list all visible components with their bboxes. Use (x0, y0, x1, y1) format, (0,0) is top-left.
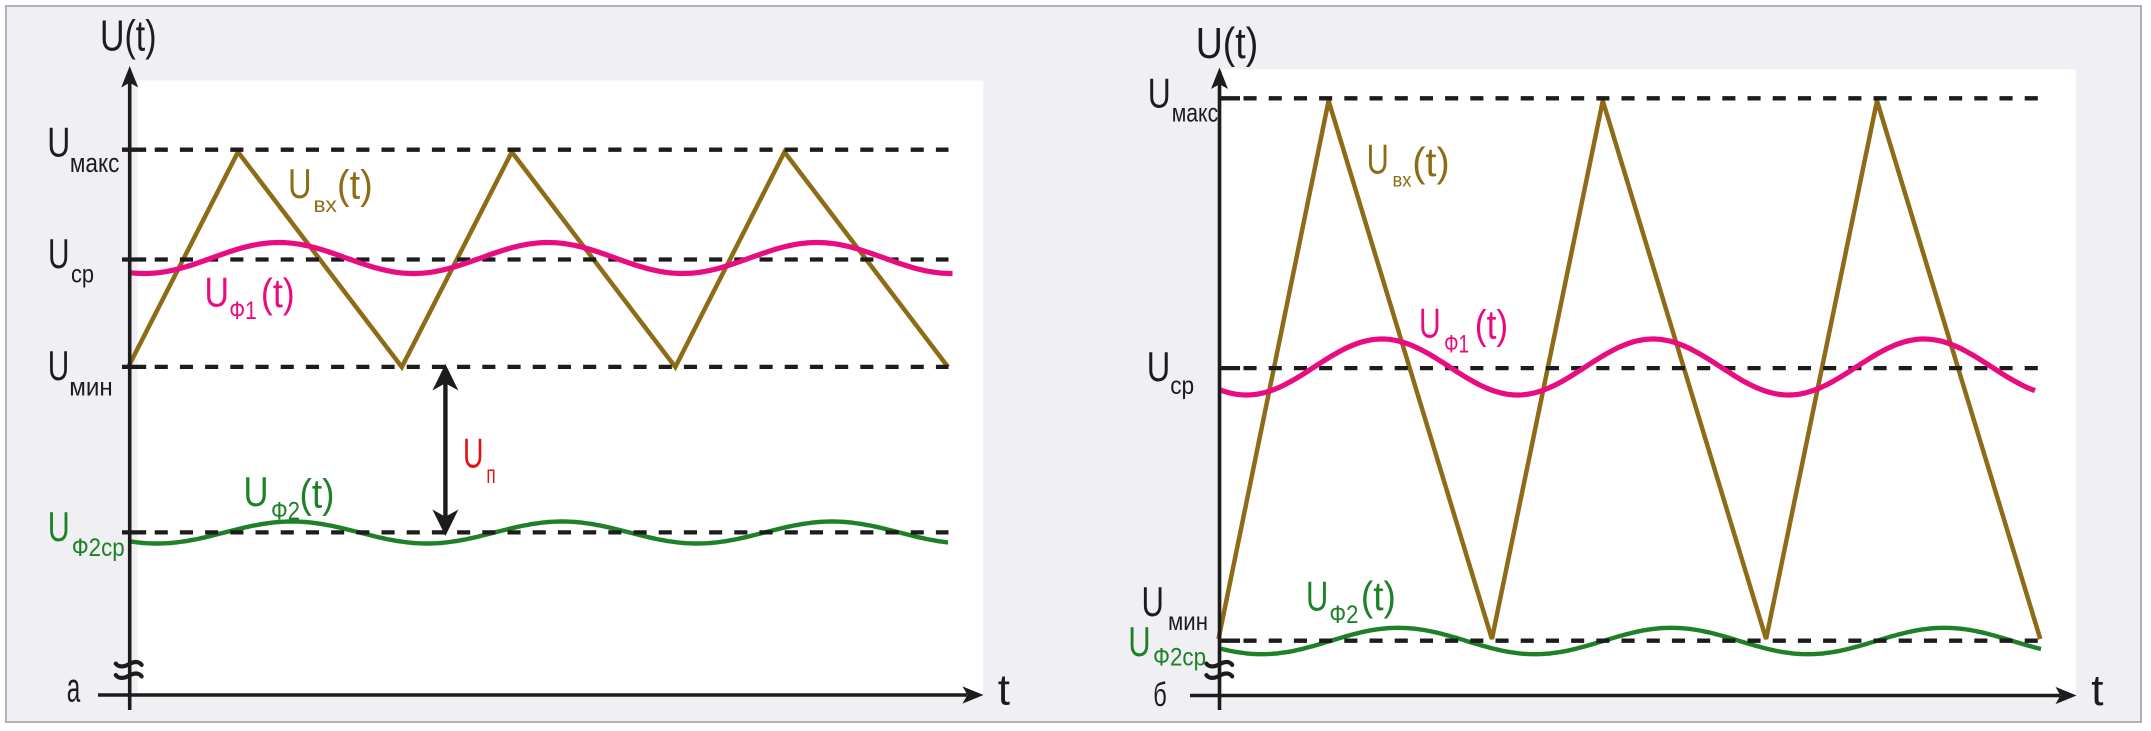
svg-text:ср: ср (71, 261, 94, 289)
svg-text:U: U (463, 430, 484, 477)
svg-text:U: U (1128, 618, 1150, 665)
svg-text:ср: ср (1170, 372, 1194, 400)
svg-text:Ф1: Ф1 (229, 297, 256, 325)
svg-text:п: п (486, 461, 495, 489)
svg-text:Ф2: Ф2 (271, 498, 300, 526)
svg-text:Ф1: Ф1 (1444, 330, 1469, 358)
svg-text:вх: вх (314, 194, 338, 217)
svg-text:б: б (1153, 676, 1167, 713)
svg-text:(t): (t) (1412, 139, 1450, 185)
svg-text:U(t): U(t) (1196, 19, 1259, 68)
svg-text:а: а (67, 664, 81, 710)
svg-text:U(t): U(t) (100, 12, 157, 61)
svg-text:макс: макс (1172, 98, 1219, 128)
svg-text:(t): (t) (1475, 302, 1508, 348)
svg-text:U: U (1419, 300, 1441, 347)
svg-text:t: t (2091, 666, 2103, 715)
svg-text:(t): (t) (337, 161, 373, 207)
svg-text:U: U (48, 503, 70, 550)
svg-text:U: U (205, 269, 230, 316)
svg-text:U: U (1147, 343, 1171, 390)
svg-text:t: t (998, 666, 1010, 715)
svg-text:Ф2ср: Ф2ср (1153, 644, 1206, 672)
svg-text:U: U (288, 160, 312, 207)
svg-text:U: U (1148, 69, 1171, 116)
svg-text:U: U (48, 342, 69, 389)
svg-text:мин: мин (1168, 608, 1208, 636)
svg-text:мин: мин (69, 373, 113, 401)
svg-text:макс: макс (70, 148, 120, 178)
svg-text:Ф2ср: Ф2ср (72, 534, 125, 562)
svg-text:U: U (47, 119, 70, 166)
svg-text:U: U (1142, 578, 1164, 625)
svg-text:U: U (1367, 136, 1389, 183)
svg-text:вх: вх (1393, 171, 1412, 192)
svg-text:Ф2: Ф2 (1329, 601, 1358, 629)
svg-text:U: U (48, 230, 70, 277)
svg-text:(t): (t) (300, 471, 335, 517)
svg-text:U: U (1306, 572, 1328, 619)
svg-text:U: U (244, 468, 269, 515)
svg-text:(t): (t) (1361, 573, 1396, 619)
svg-text:(t): (t) (261, 270, 295, 316)
